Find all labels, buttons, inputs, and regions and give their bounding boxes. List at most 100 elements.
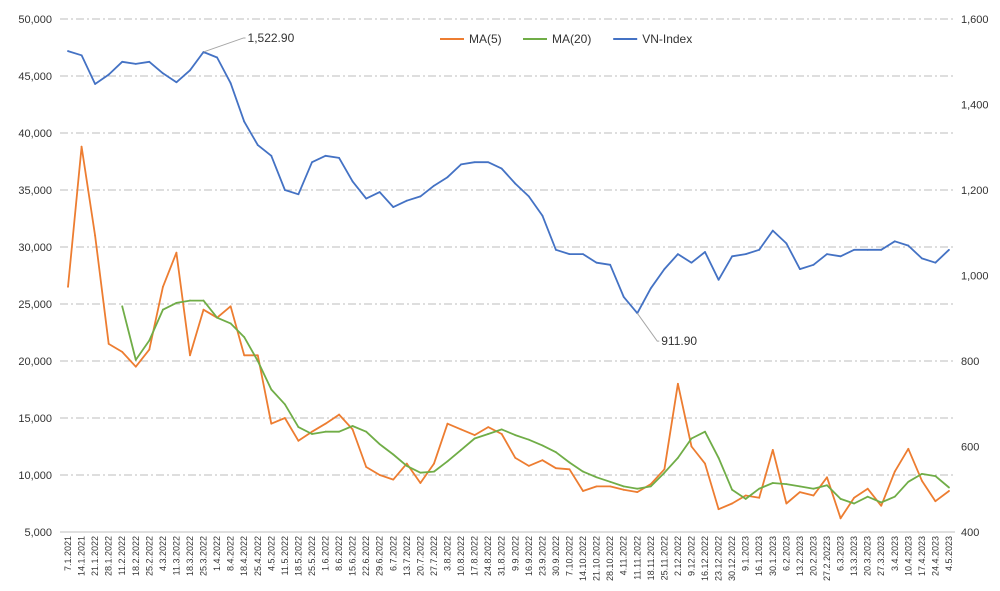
left-tick-label: 10,000	[18, 470, 52, 482]
data-point-ma-5	[704, 462, 706, 465]
x-tick-label: 25.3.2022	[199, 536, 209, 576]
x-tick-label: 16.12.2022	[700, 536, 710, 581]
left-tick-label: 30,000	[18, 242, 52, 254]
x-tick-label: 6.2.2023	[781, 536, 791, 571]
data-point-ma-5	[405, 462, 408, 465]
x-tick-label: 13.2.2023	[795, 536, 805, 576]
annotation-label: 1,522.90	[248, 31, 295, 45]
data-point-vn-index	[256, 144, 259, 147]
data-point-ma-5	[826, 476, 828, 479]
annotation-leader	[636, 312, 660, 342]
data-point-vn-index	[243, 120, 246, 123]
x-tick-label: 18.3.2022	[185, 536, 195, 576]
x-tick-label: 18.2.2022	[131, 536, 141, 576]
x-tick-label: 6.7.2022	[388, 536, 398, 571]
data-point-ma-5	[378, 474, 381, 476]
x-tick-label: 20.3.2023	[863, 536, 873, 576]
data-point-vn-index	[920, 257, 923, 260]
left-tick-label: 40,000	[18, 128, 52, 140]
x-tick-label: 25.5.2022	[307, 536, 317, 576]
x-tick-label: 21.1.2022	[90, 536, 100, 576]
x-tick-label: 8.4.2022	[226, 536, 236, 571]
x-tick-label: 30.1.2023	[768, 536, 778, 576]
data-point-ma-20	[744, 498, 747, 500]
data-point-ma-5	[799, 491, 801, 493]
data-point-vn-index	[446, 176, 449, 179]
data-point-ma-20	[893, 495, 896, 498]
data-point-vn-index	[717, 278, 720, 281]
data-point-ma-5	[812, 494, 815, 497]
data-point-vn-index	[297, 193, 300, 196]
data-point-vn-index	[351, 180, 354, 183]
x-tick-label: 28.10.2022	[605, 536, 615, 581]
x-tick-label: 13.7.2022	[402, 536, 412, 576]
data-point-ma-20	[121, 305, 124, 308]
data-point-ma-5	[473, 434, 476, 436]
data-point-ma-5	[161, 286, 164, 288]
data-point-ma-20	[555, 451, 557, 454]
right-tick-label: 1,000	[961, 271, 989, 283]
data-point-vn-index	[148, 60, 151, 63]
data-point-vn-index	[744, 253, 747, 256]
data-point-vn-index	[473, 161, 476, 164]
data-point-ma-5	[785, 502, 788, 505]
series-line-ma-20	[121, 299, 950, 505]
x-tick-label: 25.4.2022	[253, 536, 263, 576]
x-tick-label: 17.4.2023	[917, 536, 927, 576]
data-point-ma-20	[934, 475, 937, 478]
data-point-vn-index	[785, 242, 788, 245]
data-point-ma-5	[189, 354, 191, 357]
data-point-ma-5	[920, 479, 923, 482]
data-point-vn-index	[189, 69, 191, 72]
data-point-ma-5	[500, 433, 503, 435]
data-point-vn-index	[866, 248, 869, 251]
x-tick-label: 9.9.2022	[510, 536, 520, 571]
x-tick-label: 7.1.2021	[63, 536, 73, 571]
data-point-ma-5	[297, 439, 300, 442]
data-point-ma-5	[595, 485, 598, 488]
data-point-ma-20	[663, 471, 666, 474]
right-tick-label: 400	[961, 527, 979, 539]
data-point-vn-index	[907, 244, 910, 247]
data-point-ma-20	[636, 487, 639, 490]
data-point-ma-5	[907, 447, 910, 450]
data-point-vn-index	[405, 199, 408, 202]
data-point-ma-20	[649, 485, 652, 488]
data-point-vn-index	[121, 60, 124, 63]
series-line-ma-5	[67, 145, 950, 520]
data-point-vn-index	[134, 62, 137, 65]
data-point-ma-5	[839, 517, 842, 520]
data-point-ma-20	[405, 464, 408, 467]
x-tick-label: 1.4.2022	[212, 536, 222, 571]
data-point-vn-index	[541, 214, 544, 217]
data-point-vn-index	[487, 161, 490, 164]
left-tick-label: 15,000	[18, 413, 52, 425]
data-point-ma-20	[677, 457, 679, 459]
data-point-vn-index	[80, 54, 83, 57]
data-point-ma-5	[948, 490, 950, 492]
x-tick-label: 17.8.2022	[470, 536, 480, 576]
data-point-vn-index	[270, 154, 273, 157]
data-point-vn-index	[609, 263, 612, 266]
data-point-ma-20	[812, 487, 815, 490]
x-tick-label: 6.3.2023	[836, 536, 846, 571]
data-point-ma-20	[541, 444, 544, 447]
data-point-vn-index	[731, 255, 734, 258]
x-tick-label: 22.6.2022	[361, 536, 371, 576]
data-point-vn-index	[934, 261, 937, 264]
right-tick-label: 800	[961, 356, 979, 368]
x-tick-label: 4.3.2022	[158, 536, 168, 571]
data-point-ma-5	[351, 428, 354, 431]
series-ma-20	[121, 299, 950, 505]
data-point-ma-5	[568, 468, 571, 471]
x-tick-label: 24.4.2023	[930, 536, 940, 576]
data-point-vn-index	[67, 50, 69, 52]
x-tick-label: 2.12.2022	[673, 536, 683, 576]
x-tick-label: 16.9.2022	[524, 536, 534, 576]
data-point-vn-index	[839, 255, 842, 258]
data-point-vn-index	[283, 189, 286, 191]
data-point-ma-5	[866, 487, 869, 490]
data-point-ma-20	[446, 460, 449, 463]
data-point-ma-20	[514, 434, 517, 436]
data-point-vn-index	[324, 154, 327, 157]
